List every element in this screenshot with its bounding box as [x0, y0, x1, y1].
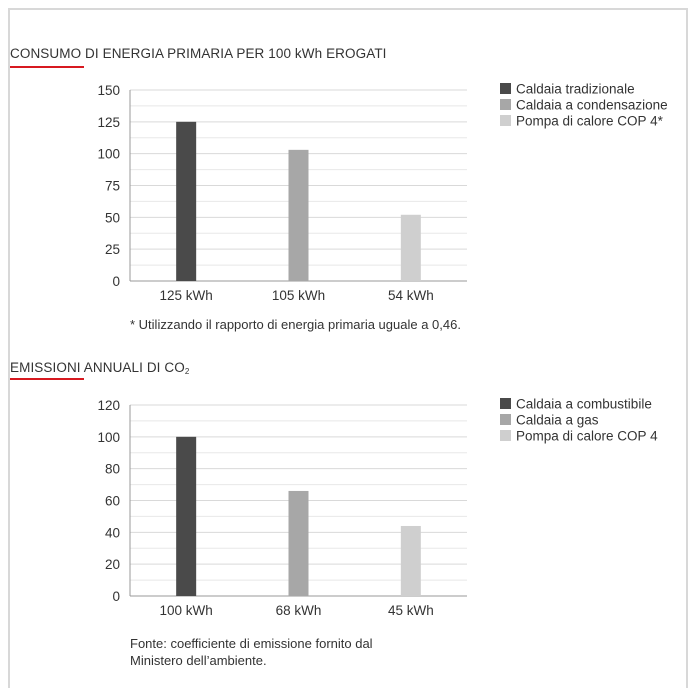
chart2-legend-swatch — [500, 398, 511, 409]
chart2-x-tick-label: 45 kWh — [388, 603, 434, 618]
chart-panel — [8, 8, 688, 688]
chart1-legend-swatch — [500, 115, 511, 126]
chart2-legend-label: Pompa di calore COP 4 — [516, 429, 658, 444]
chart2-x-tick-label: 100 kWh — [160, 603, 213, 618]
chart1-title-underline — [10, 66, 84, 68]
chart2-y-tick-label: 120 — [97, 398, 120, 413]
chart2-y-tick-label: 100 — [97, 430, 120, 445]
chart2-y-tick-label: 20 — [105, 557, 120, 572]
chart1-bar — [400, 214, 421, 281]
chart1-bar — [288, 149, 309, 281]
chart1-bar-chart: 0 25 50 75 100 125 150 125 kWh 105 kWh 54 kWh Cald… — [97, 82, 668, 304]
chart1-y-tick-label: 125 — [97, 115, 120, 130]
chart1-legend-swatch — [500, 99, 511, 110]
chart1-x-tick-label: 54 kWh — [388, 288, 434, 303]
chart2-legend-swatch — [500, 430, 511, 441]
chart2-y-tick-label: 40 — [105, 525, 120, 540]
chart1-legend-label: Caldaia a condensazione — [516, 98, 668, 113]
chart1-y-tick-label: 25 — [105, 242, 120, 257]
chart2-legend-label: Caldaia a combustibile — [516, 397, 652, 412]
chart1-legend-label: Caldaia tradizionale — [516, 82, 635, 97]
chart2-x-tick-label: 68 kWh — [276, 603, 322, 618]
chart1-title: CONSUMO DI ENERGIA PRIMARIA PER 100 kWh … — [10, 46, 387, 61]
chart1-y-tick-label: 75 — [105, 179, 120, 194]
chart1-y-tick-label: 0 — [112, 274, 120, 289]
chart1-bar — [176, 121, 197, 281]
chart1-legend-swatch — [500, 83, 511, 94]
chart1-x-tick-label: 125 kWh — [160, 288, 213, 303]
chart2-bar — [400, 525, 421, 596]
chart1-y-tick-label: 150 — [97, 83, 120, 98]
chart2-y-tick-label: 60 — [105, 494, 120, 509]
chart1-y-tick-label: 100 — [97, 147, 120, 162]
chart1-legend-label: Pompa di calore COP 4* — [516, 114, 664, 129]
chart2-source-note: Fonte: coefficiente di emissione fornito… — [130, 636, 373, 668]
chart2-legend-label: Caldaia a gas — [516, 413, 599, 428]
chart1-y-tick-label: 50 — [105, 210, 120, 225]
chart1-footnote: * Utilizzando il rapporto di energia pri… — [130, 317, 461, 332]
chart2-title: EMISSIONI ANNUALI DI CO2 — [10, 360, 190, 376]
chart2-legend-swatch — [500, 414, 511, 425]
chart2-title-underline — [10, 378, 84, 380]
chart2-bar-chart: 0 20 40 60 80 100 120 100 kWh 68 kWh 45 kWh Caldai… — [97, 397, 658, 619]
chart2-y-tick-label: 0 — [112, 589, 120, 604]
chart2-y-tick-label: 80 — [105, 462, 120, 477]
chart1-x-tick-label: 105 kWh — [272, 288, 325, 303]
chart2-bar — [176, 436, 197, 596]
chart2-bar — [288, 490, 309, 596]
